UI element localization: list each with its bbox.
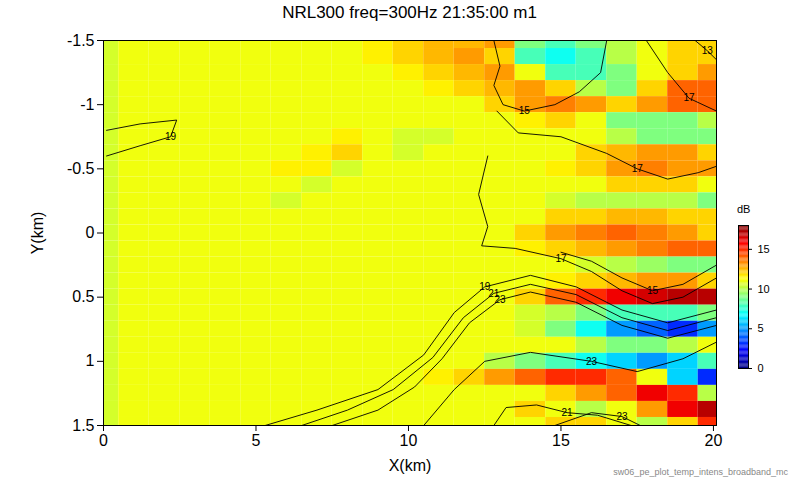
svg-text:5: 5: [758, 322, 764, 334]
svg-text:20: 20: [705, 432, 723, 449]
svg-text:0: 0: [758, 362, 764, 374]
svg-text:15: 15: [552, 432, 570, 449]
svg-text:0: 0: [86, 224, 95, 241]
svg-text:23: 23: [586, 356, 598, 367]
svg-text:10: 10: [400, 432, 418, 449]
html-text:dB: dB: [737, 203, 751, 215]
svg-text:19: 19: [479, 281, 491, 293]
svg-text:23: 23: [616, 411, 628, 422]
html-text:sw06_pe_plot_temp_intens_broad: sw06_pe_plot_temp_intens_broadband_mc: [613, 467, 788, 477]
svg-text:0.5: 0.5: [72, 288, 94, 305]
svg-text:Y(km): Y(km): [29, 212, 46, 255]
svg-text:13: 13: [702, 45, 714, 56]
svg-text:15: 15: [758, 243, 770, 255]
svg-text:-1: -1: [80, 96, 94, 113]
svg-text:15: 15: [647, 285, 659, 296]
svg-text:23: 23: [494, 294, 506, 305]
svg-text:10: 10: [758, 283, 770, 295]
svg-text:21: 21: [561, 407, 573, 418]
svg-text:X(km): X(km): [389, 457, 432, 474]
svg-text:17: 17: [555, 253, 567, 264]
svg-text:0: 0: [99, 432, 108, 449]
svg-text:-0.5: -0.5: [67, 160, 95, 177]
svg-text:1.5: 1.5: [72, 417, 94, 434]
svg-text:1: 1: [86, 352, 95, 369]
svg-text:5: 5: [252, 432, 261, 449]
svg-text:15: 15: [519, 105, 531, 116]
html-text:NRL300 freq=300Hz 21:35:00 m1: NRL300 freq=300Hz 21:35:00 m1: [282, 3, 537, 22]
svg-text:19: 19: [165, 131, 177, 142]
svg-text:17: 17: [683, 92, 695, 103]
svg-text:17: 17: [632, 163, 644, 174]
svg-text:-1.5: -1.5: [67, 32, 95, 49]
